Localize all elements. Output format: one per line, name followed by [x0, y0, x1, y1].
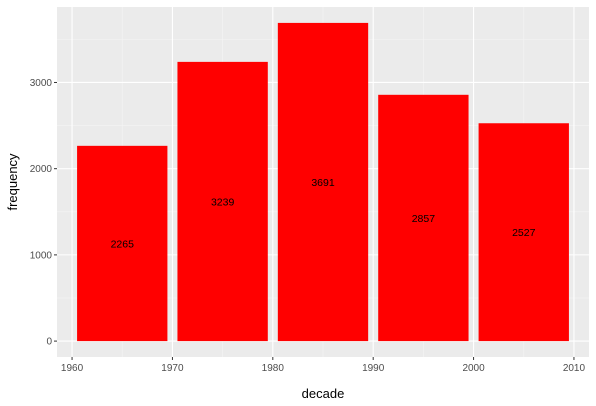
- x-tick-label: 1990: [362, 363, 385, 374]
- bar-value-label: 3239: [211, 196, 235, 208]
- x-axis-title: decade: [302, 386, 345, 401]
- x-tick-label: 1970: [161, 363, 184, 374]
- y-tick-label: 1000: [30, 250, 53, 261]
- bar-labels: 2265 3239 3691 2857 2527: [111, 177, 536, 250]
- x-tick-label: 1960: [61, 363, 84, 374]
- x-axis: 1960 1970 1980 1990 2000 2010: [61, 357, 586, 374]
- y-tick-label: 2000: [30, 164, 53, 175]
- bar-1990s: [378, 94, 469, 342]
- bar-value-label: 2527: [512, 227, 536, 239]
- bar-value-label: 2857: [412, 213, 436, 225]
- x-tick-label: 1980: [262, 363, 285, 374]
- y-tick-label: 3000: [30, 78, 53, 89]
- bar-1980s: [277, 22, 369, 342]
- y-axis: 0 1000 2000 3000: [30, 78, 57, 348]
- bar-1970s: [177, 61, 268, 342]
- bars: [77, 22, 569, 342]
- x-tick-label: 2010: [563, 363, 586, 374]
- bar-2000s: [478, 123, 569, 342]
- y-axis-title: frequency: [5, 153, 20, 211]
- x-tick-label: 2000: [462, 363, 485, 374]
- y-tick-label: 0: [46, 337, 52, 348]
- bar-value-label: 2265: [111, 238, 135, 250]
- bar-1960s: [77, 145, 168, 342]
- bar-value-label: 3691: [311, 177, 335, 189]
